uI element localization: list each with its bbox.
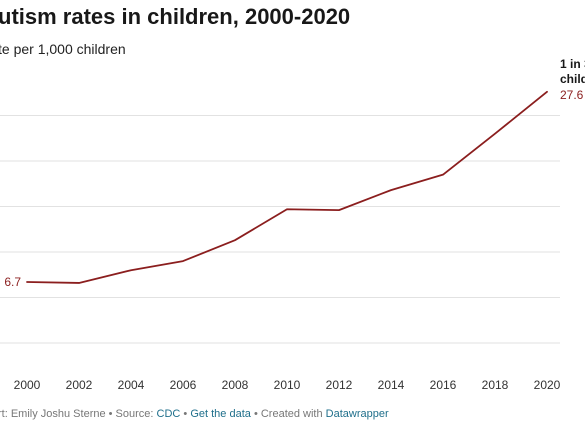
get-data-link[interactable]: Get the data (190, 408, 251, 420)
x-tick-label: 2014 (378, 378, 405, 392)
end-label-line-1: 1 in 3 (560, 57, 585, 71)
x-tick-label: 2006 (170, 378, 197, 392)
chart-footer: rt: Emily Joshu Sterne • Source: CDC • G… (0, 408, 389, 420)
source-link[interactable]: CDC (156, 408, 181, 420)
x-tick-label: 2000 (14, 378, 41, 392)
datawrapper-link[interactable]: Datawrapper (325, 408, 389, 420)
end-value-label: 27.6 (560, 88, 584, 102)
end-label-line-2: child (560, 72, 585, 86)
x-tick-label: 2010 (274, 378, 301, 392)
x-tick-label: 2012 (326, 378, 353, 392)
x-tick-label: 2004 (118, 378, 145, 392)
x-tick-label: 2020 (534, 378, 561, 392)
series-line (26, 90, 548, 284)
chart-title: utism rates in children, 2000-2020 (0, 4, 351, 29)
footer-created: • Created with (250, 408, 326, 420)
start-value-label: 6.7 (4, 275, 21, 289)
x-tick-label: 2016 (430, 378, 457, 392)
x-tick-label: 2018 (482, 378, 509, 392)
x-tick-label: 2008 (222, 378, 249, 392)
x-tick-label: 2002 (66, 378, 93, 392)
footer-separator: • (180, 408, 191, 420)
chart-subtitle: te per 1,000 children (0, 41, 126, 57)
footer-credit: rt: Emily Joshu Sterne • Source: (0, 408, 157, 420)
